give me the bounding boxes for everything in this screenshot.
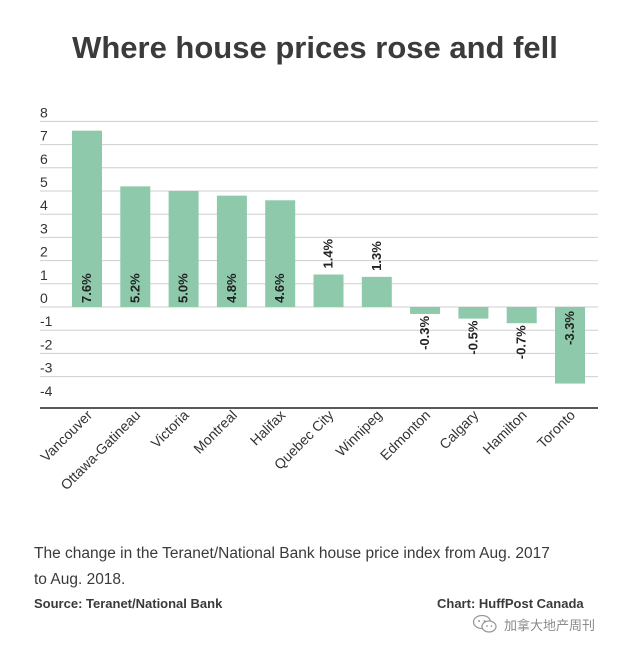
data-label: 4.8% [224,273,239,303]
wechat-icon [472,614,497,633]
y-tick-label: -3 [40,360,53,376]
x-tick-label: Calgary [436,407,481,452]
y-tick-label: 4 [40,197,48,213]
y-tick-label: -1 [40,313,53,329]
bar-victoria [168,191,199,307]
x-tick-label: Hamilton [479,407,529,457]
chart-title: Where house prices rose and fell [72,30,558,65]
x-tick-label: Toronto [534,407,578,451]
chart-caption: The change in the Teranet/National Bank … [34,545,550,588]
bar-toronto [555,307,585,384]
y-tick-label: -4 [40,383,53,399]
chart-credit: Chart: HuffPost Canada [437,596,584,611]
x-tick-label: Halifax [247,407,289,449]
data-label: -0.7% [514,325,529,359]
bar-calgary [458,307,489,319]
bar-edmonton [410,307,441,314]
data-label: 5.2% [127,273,142,303]
data-label: -3.3% [562,311,577,345]
bar-quebec-city [313,274,344,307]
data-label: 5.0% [176,273,191,303]
bar-halifax [265,200,296,307]
bar-ottawa-gatineau [120,186,151,307]
y-tick-label: 1 [40,267,48,283]
x-tick-label: Edmonton [377,407,433,463]
y-tick-label: 3 [40,220,48,236]
value-labels: 7.6% 5.2% 5.0% 4.8% 4.6% 1.4% 1.3% -0.3% -0.5% -0… [79,238,577,359]
watermark: 加拿大地产周刊 [472,614,595,634]
x-tick-label: Montreal [190,407,240,457]
y-tick-label: 7 [40,128,48,144]
y-tick-label: 2 [40,244,48,260]
source-note: Source: Teranet/National Bank [34,596,223,611]
data-label: -0.5% [465,320,480,354]
y-tick-label: 8 [40,104,48,120]
data-label: 1.4% [321,238,336,268]
bar-winnipeg [361,276,392,307]
data-label: 1.3% [369,241,384,271]
watermark-text: 加拿大地产周刊 [504,617,596,633]
data-label: 4.6% [272,273,287,303]
y-tick-label: 0 [40,290,48,306]
x-tick-label: Victoria [148,407,192,451]
bar-montreal [216,195,247,307]
y-tick-label: 5 [40,174,48,190]
bars [72,130,585,384]
y-axis-ticks: 8 7 6 5 4 3 2 1 0 -1 -2 -3 -4 [40,104,53,398]
y-tick-label: -2 [40,336,53,352]
y-tick-label: 6 [40,151,48,167]
data-label: 7.6% [79,273,94,303]
data-label: -0.3% [417,316,432,350]
bar-vancouver [72,130,102,307]
bar-chart: 8 7 6 5 4 3 2 1 0 -1 -2 -3 -4 7.6% 5.2% 5.0% 4.8% 4.6% 1.… [37,104,598,493]
bar-hamilton [506,307,537,324]
